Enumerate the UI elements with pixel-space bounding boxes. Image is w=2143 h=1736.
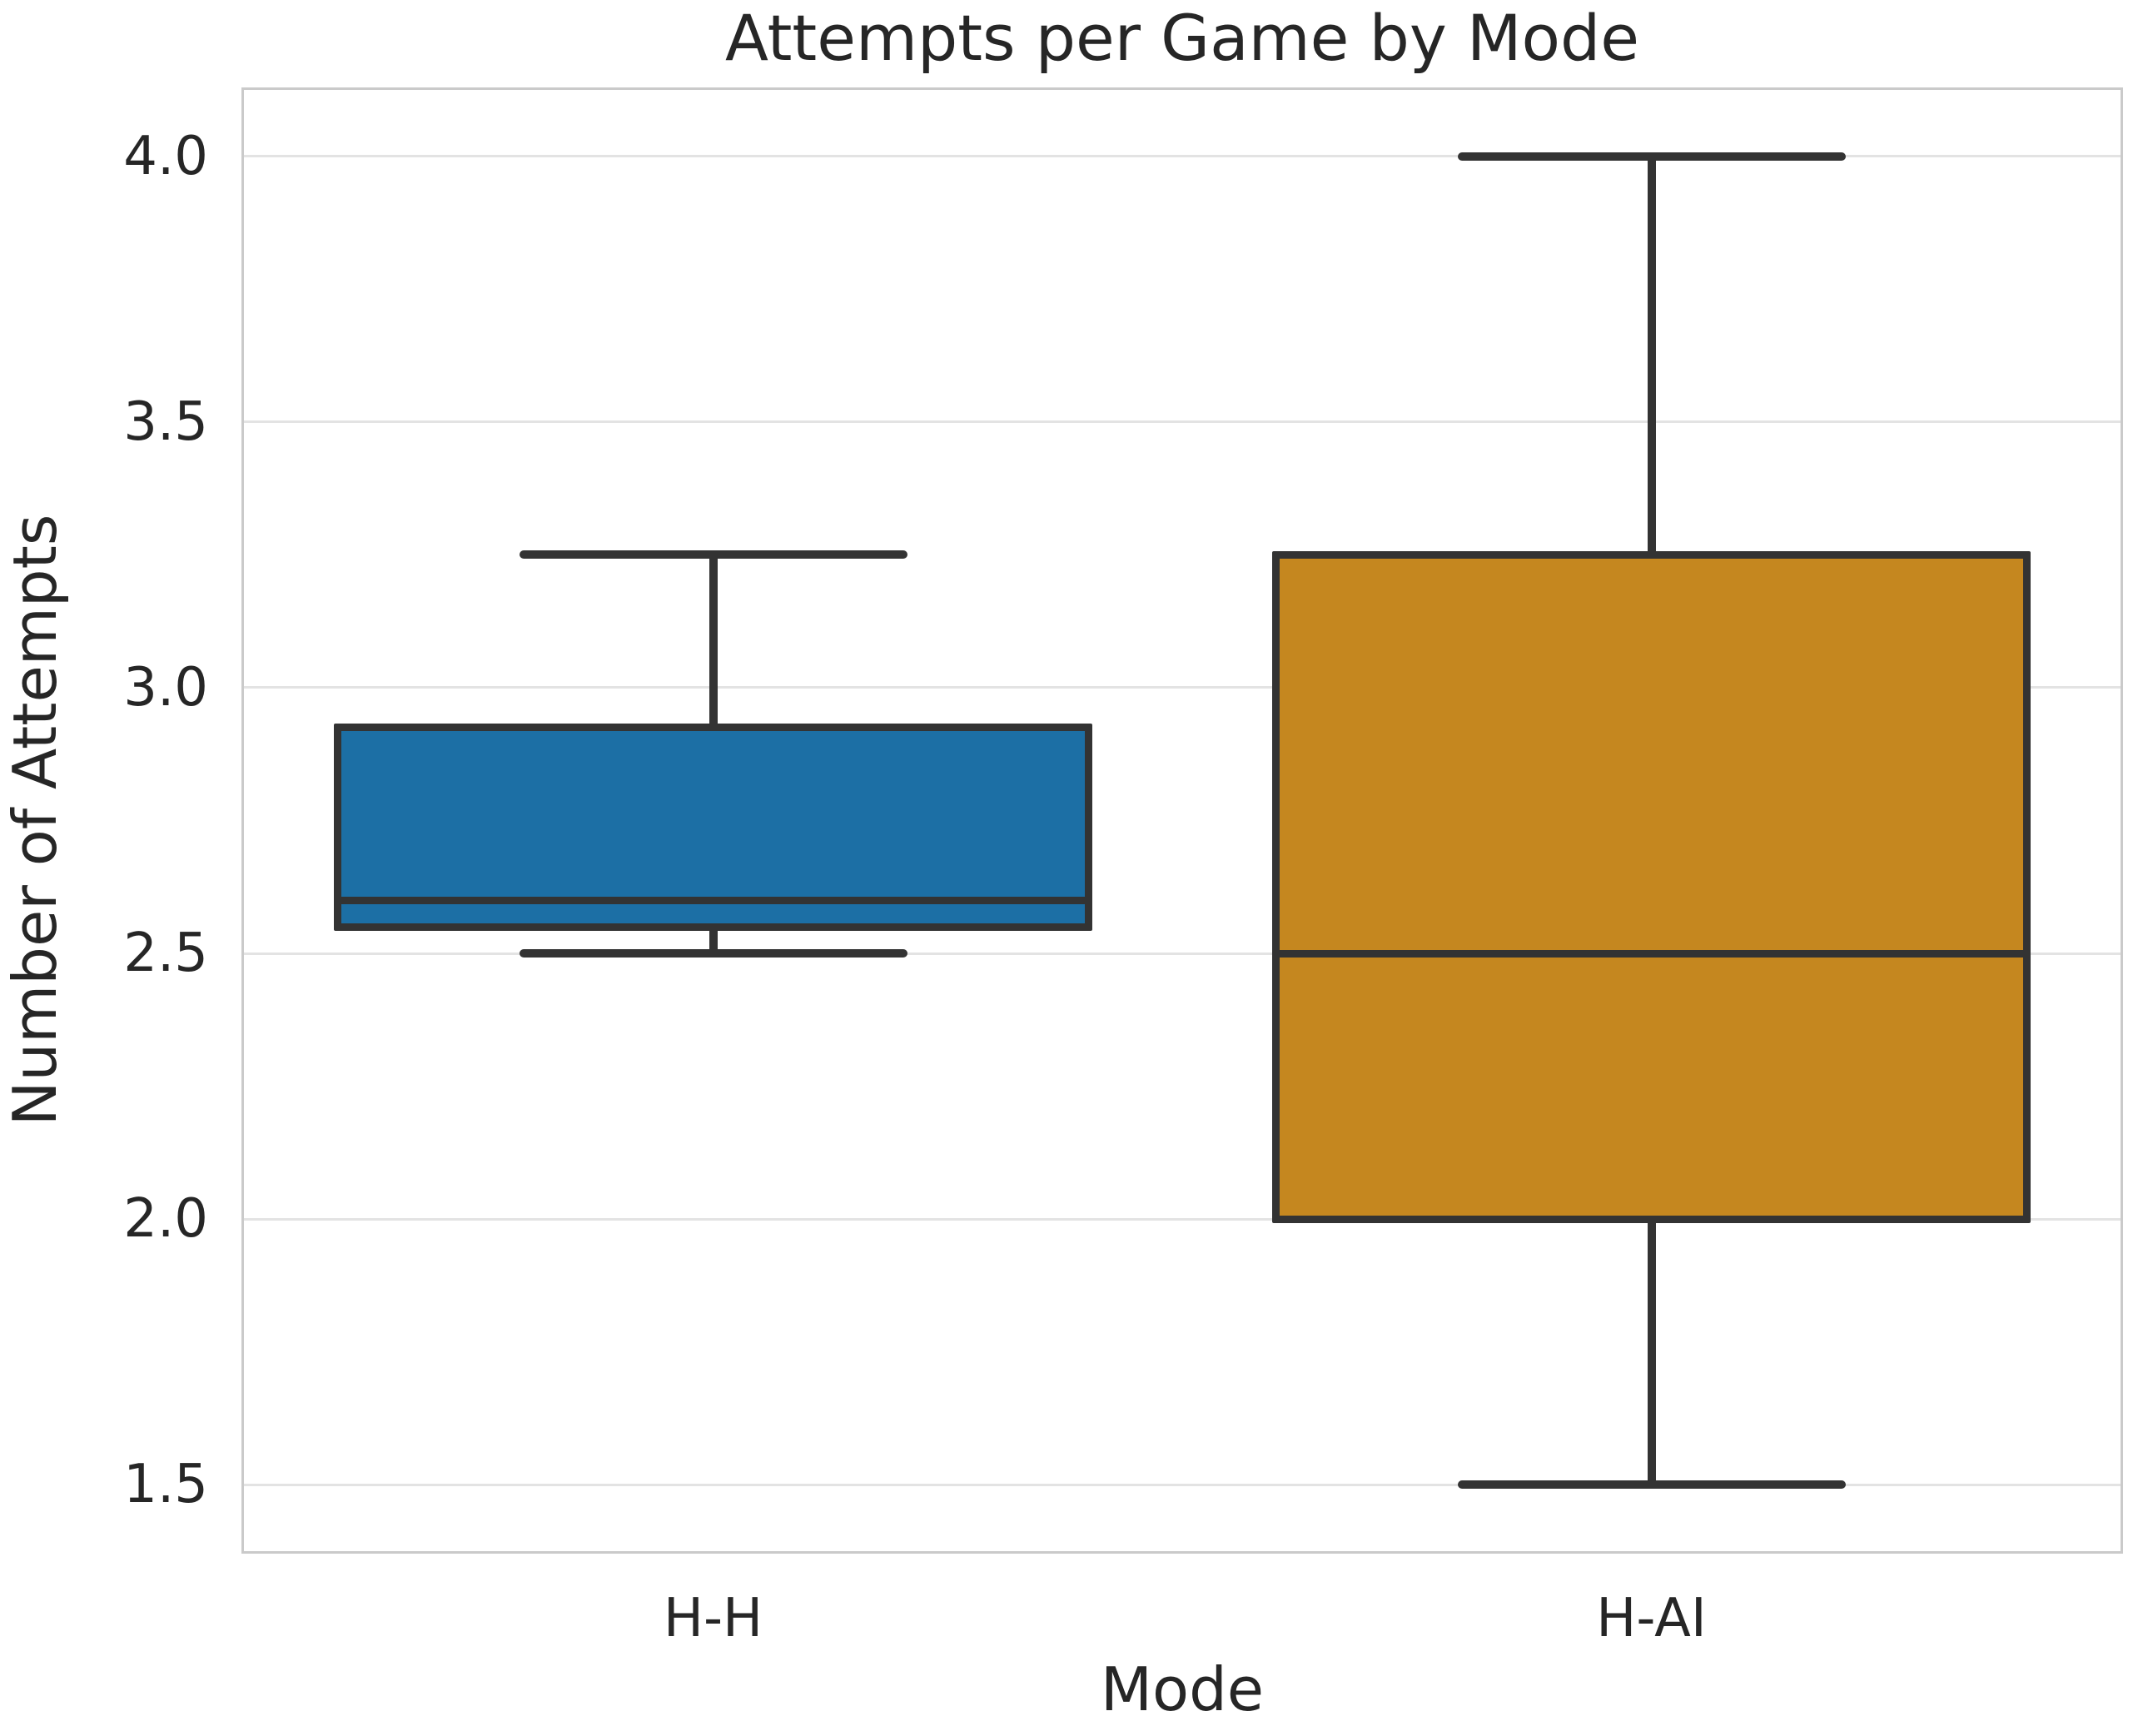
- lower-whisker-line: [1647, 1219, 1656, 1485]
- upper-whisker-cap: [1457, 152, 1846, 161]
- x-tick-label: H-AI: [1596, 1588, 1707, 1649]
- y-tick-label: 2.0: [123, 1188, 208, 1251]
- y-tick-label: 1.5: [123, 1454, 208, 1516]
- x-tick-label: H-H: [663, 1588, 763, 1649]
- lower-whisker-cap: [1457, 1480, 1846, 1490]
- iqr-box-H-AI: [1272, 550, 2031, 1223]
- y-gridline: [244, 155, 2121, 158]
- upper-whisker-line: [1647, 156, 1656, 555]
- lower-whisker-line: [709, 927, 718, 954]
- median-line-H-H: [341, 896, 1085, 904]
- iqr-box-H-H: [334, 724, 1092, 931]
- y-gridline: [244, 420, 2121, 424]
- y-tick-label: 3.5: [123, 390, 208, 453]
- upper-whisker-line: [709, 555, 718, 728]
- y-gridline: [244, 686, 2121, 689]
- top-spine: [241, 87, 2123, 90]
- y-gridline: [244, 1483, 2121, 1486]
- y-axis-label: Number of Attempts: [0, 514, 70, 1127]
- chart-title: Attempts per Game by Mode: [724, 1, 1640, 75]
- y-tick-label: 4.0: [123, 125, 208, 187]
- y-gridline: [244, 952, 2121, 955]
- median-line-H-AI: [1280, 949, 2023, 958]
- x-axis-label: Mode: [1100, 1654, 1265, 1724]
- left-spine: [241, 87, 244, 1554]
- right-spine: [2121, 87, 2123, 1554]
- lower-whisker-cap: [519, 949, 907, 958]
- y-tick-label: 3.0: [123, 656, 208, 719]
- y-gridline: [244, 1217, 2121, 1221]
- y-tick-label: 2.5: [123, 923, 208, 985]
- upper-whisker-cap: [519, 550, 907, 560]
- bottom-spine: [241, 1551, 2123, 1554]
